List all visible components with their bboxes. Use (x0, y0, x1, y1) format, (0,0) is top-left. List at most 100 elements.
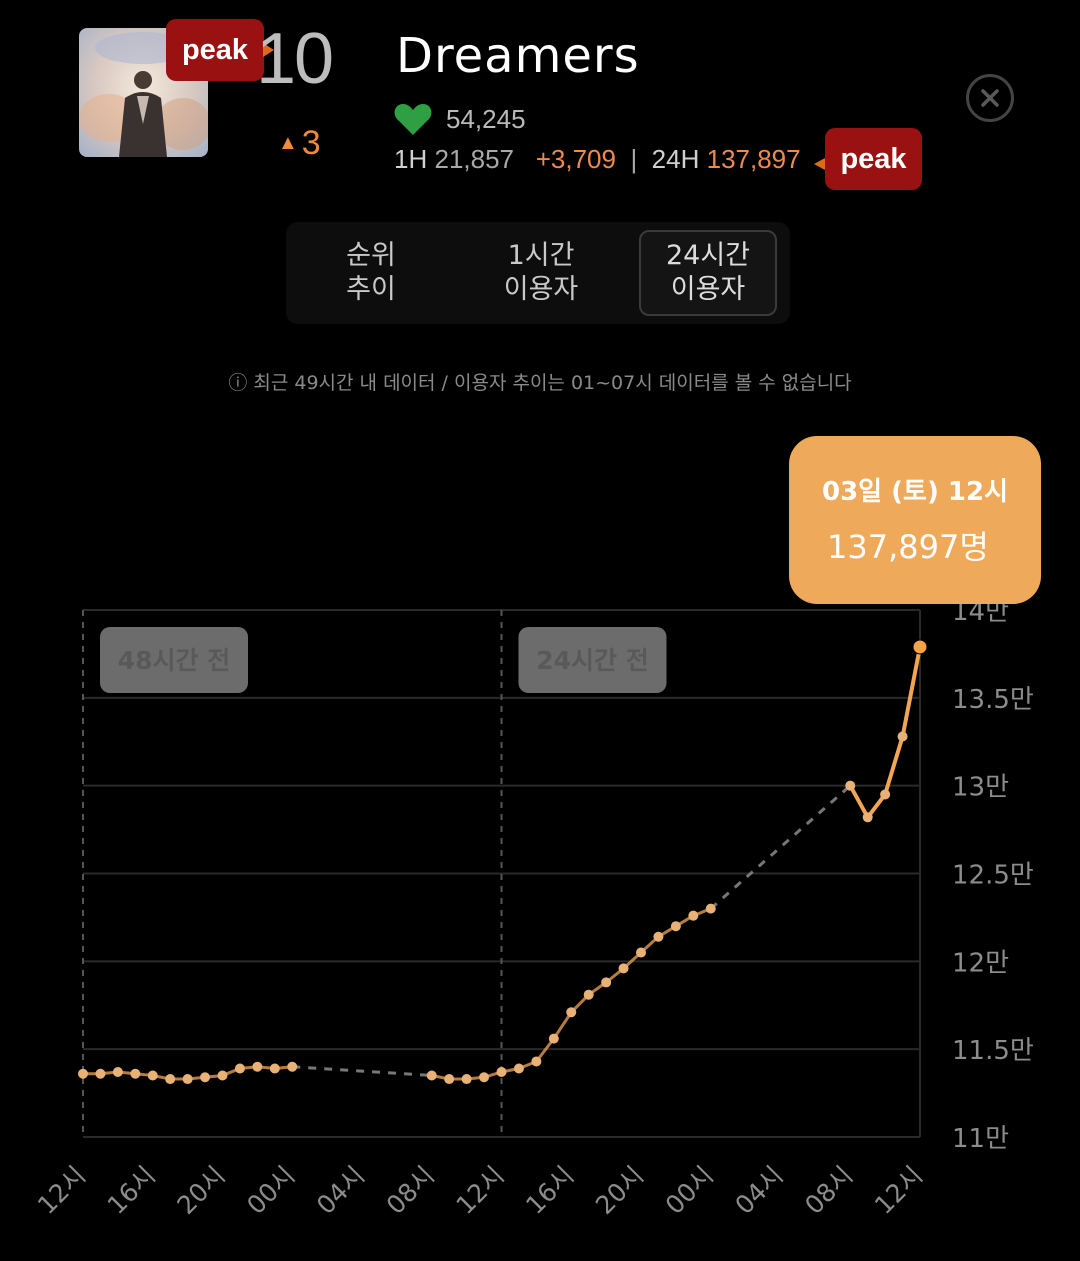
x-tick-label: 04시 (729, 1161, 788, 1220)
gap-line (709, 784, 852, 910)
data-point (287, 1061, 298, 1072)
period-markers: 48시간 전 24시간 전 (82, 610, 667, 1137)
x-tick-label: 12시 (32, 1161, 91, 1220)
tab-label-line2: 이용자 (670, 274, 746, 305)
data-point (845, 780, 856, 791)
x-tick-label: 08시 (381, 1161, 440, 1220)
data-point (912, 639, 928, 655)
x-tick-label: 04시 (311, 1161, 370, 1220)
y-tick-label: 11만 (952, 1124, 1009, 1154)
close-button[interactable] (966, 74, 1014, 122)
stat-24h-label: 24H (651, 144, 700, 174)
likes-row: 54,245 (394, 102, 526, 136)
tab-label-line2: 추이 (346, 274, 396, 305)
data-point (880, 789, 891, 800)
x-tick-label: 16시 (102, 1161, 161, 1220)
data-point (95, 1068, 106, 1079)
tab-label-line1: 순위 (346, 240, 396, 271)
data-point (479, 1072, 490, 1083)
data-point (583, 989, 594, 1000)
x-axis-labels: 12시 16시 20시 00시 04시 08시 12시 16시 20시 00시 04시 08시 12시 (32, 1161, 928, 1220)
data-point (78, 1068, 88, 1079)
tooltip-date: 03일 (토) 12시 (822, 477, 1008, 507)
period-marker-label: 48시간 전 (118, 646, 231, 675)
chart-tabs: 순위 추이 1시간 이용자 24시간 이용자 (286, 222, 790, 324)
x-tick-label: 16시 (520, 1161, 579, 1220)
rank-change-value: 3 (301, 124, 321, 162)
x-tick-label: 08시 (799, 1161, 858, 1220)
rank-number: 10 (256, 19, 334, 99)
tab-rank-trend[interactable]: 순위 추이 (302, 230, 440, 316)
data-point (217, 1070, 228, 1081)
data-point (566, 1007, 577, 1018)
data-point (688, 910, 699, 921)
data-point (461, 1074, 472, 1085)
x-tick-label: 20시 (590, 1161, 649, 1220)
tooltip-box (789, 436, 1041, 604)
x-tick-label: 12시 (869, 1161, 928, 1220)
data-point (234, 1063, 245, 1074)
data-point (147, 1070, 158, 1081)
period-marker-badge (518, 627, 667, 693)
y-tick-label: 13만 (952, 773, 1009, 803)
data-point (636, 947, 646, 958)
data-point (531, 1056, 542, 1067)
period-marker-label: 24시간 전 (536, 646, 649, 675)
data-point (601, 977, 612, 988)
data-point (269, 1063, 280, 1074)
data-point (200, 1072, 211, 1083)
peak-badge-rank: peak (166, 19, 274, 81)
x-tick-label: 20시 (171, 1161, 230, 1220)
stat-1h-delta: +3,709 (535, 144, 616, 174)
heart-icon[interactable] (394, 102, 432, 136)
stat-24h-value: 137,897 (706, 144, 801, 174)
tab-label-line1: 1시간 (507, 240, 575, 271)
series-points (78, 639, 928, 1085)
chart-tooltip: 03일 (토) 12시 137,897명 (789, 436, 1041, 604)
rank-change: ▲ 3 (278, 124, 321, 163)
data-point (165, 1074, 176, 1085)
data-point (653, 931, 664, 942)
stat-separator: | (630, 144, 638, 174)
y-tick-label: 12.5만 (952, 861, 1034, 891)
y-tick-label: 12만 (952, 948, 1009, 978)
data-point (496, 1067, 507, 1078)
y-tick-label: 11.5만 (952, 1036, 1034, 1066)
gap-line (292, 1065, 432, 1078)
close-icon (981, 89, 999, 107)
data-point (897, 731, 908, 742)
tooltip-value: 137,897명 (827, 528, 989, 566)
y-tick-label: 13.5만 (952, 685, 1034, 715)
data-point (112, 1067, 123, 1078)
data-point (618, 963, 629, 974)
data-point (670, 921, 681, 932)
users-line-chart[interactable]: 48시간 전 24시간 전 11만11.5만12만12.5만13만13.5만14만… (0, 420, 1080, 1261)
x-tick-label: 00시 (660, 1161, 719, 1220)
data-point (252, 1061, 263, 1072)
song-title: Dreamers (396, 28, 640, 84)
stat-1h-value: 21,857 (434, 144, 515, 174)
data-point (444, 1074, 455, 1085)
data-point (862, 812, 873, 823)
data-point (705, 903, 716, 914)
series-line (431, 907, 712, 1081)
rank-up-icon: ▲ (278, 132, 298, 154)
tab-24h-users[interactable]: 24시간 이용자 (639, 230, 777, 316)
x-tick-label: 00시 (241, 1161, 300, 1220)
period-marker-badge (100, 627, 248, 693)
stats-row: 1H 21,857 +3,709 | 24H 137,897 (394, 144, 801, 175)
data-point (426, 1070, 437, 1081)
tab-label-line2: 이용자 (503, 274, 579, 305)
data-point (182, 1074, 193, 1085)
data-point (130, 1068, 141, 1079)
stat-1h-label: 1H (394, 144, 428, 174)
peak-badge-24h: peak (814, 128, 922, 190)
tab-1h-users[interactable]: 1시간 이용자 (472, 230, 610, 316)
x-tick-label: 12시 (450, 1161, 509, 1220)
likes-count: 54,245 (446, 103, 526, 134)
data-point (548, 1033, 559, 1044)
data-notice: ⓘ 최근 49시간 내 데이터 / 이용자 추이는 01~07시 데이터를 볼 … (228, 372, 852, 394)
data-point (513, 1063, 524, 1074)
tab-label-line1: 24시간 (665, 240, 751, 271)
